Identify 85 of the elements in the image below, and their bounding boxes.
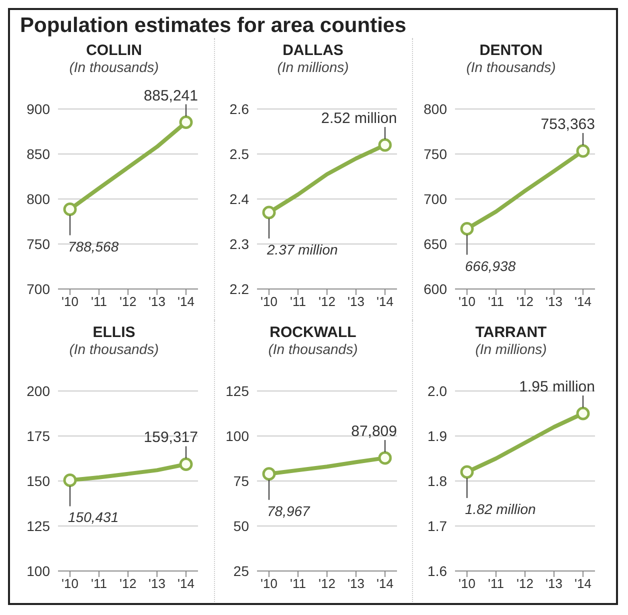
y-tick-label: 1.8	[428, 472, 448, 489]
chart-title: ELLIS	[92, 324, 136, 341]
x-tick-label: '11	[488, 294, 504, 310]
y-tick-label: 2.0	[428, 382, 448, 399]
x-tick-label: '13	[546, 294, 562, 310]
y-tick-label: 125	[26, 518, 50, 534]
annotation: 2.37 million	[266, 242, 338, 258]
y-tick-label: 650	[424, 236, 448, 252]
x-tick-label: '14	[574, 576, 592, 592]
annotation: 150,431	[68, 509, 119, 526]
x-tick-label: '11	[91, 576, 107, 592]
x-tick-label: '11	[488, 576, 504, 592]
y-tick-label: 125	[226, 382, 250, 399]
x-tick-label: '14	[178, 294, 194, 310]
y-tick-label: 2.2	[230, 280, 250, 297]
y-tick-label: 800	[26, 190, 50, 207]
y-tick-label: 700	[424, 190, 448, 207]
y-tick-label: 850	[26, 146, 50, 162]
y-tick-label: 2.4	[230, 190, 250, 207]
y-tick-label: 1.7	[428, 518, 448, 534]
chart-title: ROCKWALL	[268, 324, 358, 341]
annotation: 753,363	[540, 116, 595, 133]
x-tick-label: '10	[458, 576, 476, 592]
y-tick-label: 175	[26, 428, 50, 444]
x-tick-label: '13	[348, 576, 364, 592]
y-tick-label: 750	[26, 236, 50, 252]
y-tick-label: 50	[233, 518, 250, 534]
x-tick-label: '12	[516, 294, 534, 310]
y-tick-label: 1.6	[428, 562, 448, 579]
annotation: 885,241	[144, 87, 198, 104]
x-tick-label: '10	[62, 576, 78, 592]
y-tick-label: 1.9	[428, 428, 448, 444]
chart-title: DALLAS	[282, 42, 344, 59]
chart-title: DENTON	[478, 42, 544, 59]
y-tick-label: 100	[26, 562, 50, 579]
chart-subtitle: (In thousands)	[267, 341, 359, 357]
y-tick-label: 100	[226, 428, 250, 444]
x-tick-label: '13	[546, 576, 562, 592]
chart-subtitle: (In thousands)	[465, 59, 557, 75]
x-tick-label: '12	[318, 576, 336, 592]
x-tick-label: '14	[178, 576, 194, 592]
chart-subtitle: (In thousands)	[68, 59, 160, 75]
y-tick-label: 25	[233, 562, 250, 579]
annotation: 1.82 million	[465, 501, 536, 517]
y-tick-label: 200	[26, 382, 50, 399]
text: Population estimates for area counties	[20, 14, 408, 38]
x-tick-label: '13	[148, 576, 166, 592]
y-tick-label: 600	[424, 280, 448, 297]
x-tick-label: '10	[62, 294, 78, 310]
y-tick-label: 2.5	[230, 146, 250, 162]
annotation: 2.52 million	[321, 110, 397, 127]
y-tick-label: 2.6	[230, 100, 250, 117]
x-tick-label: '12	[120, 294, 136, 310]
x-tick-label: '13	[348, 294, 364, 310]
annotation: 159,317	[144, 429, 198, 446]
annotation: 666,938	[465, 258, 516, 274]
x-tick-label: '10	[260, 576, 278, 592]
y-tick-label: 800	[424, 100, 448, 117]
x-tick-label: '11	[91, 294, 107, 310]
x-tick-label: '12	[318, 294, 336, 310]
y-tick-label: 75	[233, 472, 250, 489]
y-tick-label: 2.3	[230, 236, 250, 252]
x-tick-label: '11	[290, 294, 306, 310]
x-tick-label: '10	[458, 294, 476, 310]
y-tick-label: 900	[26, 100, 50, 117]
x-tick-label: '13	[148, 294, 166, 310]
annotation: 1.95 million	[519, 378, 595, 396]
x-tick-label: '10	[260, 294, 278, 310]
chart-subtitle: (In thousands)	[68, 341, 160, 357]
x-tick-label: '14	[376, 576, 394, 592]
annotation: 788,568	[68, 238, 119, 254]
y-tick-label: 700	[26, 280, 50, 297]
chart-title: COLLIN	[85, 42, 143, 59]
chart-subtitle: (In millions)	[474, 341, 548, 357]
chart-title: TARRANT	[474, 324, 548, 341]
x-tick-label: '14	[574, 294, 592, 310]
x-tick-label: '12	[516, 576, 534, 592]
chart-subtitle: (In millions)	[276, 59, 350, 75]
y-tick-label: 150	[26, 472, 50, 489]
x-tick-label: '12	[120, 576, 136, 592]
x-tick-label: '11	[290, 576, 306, 592]
x-tick-label: '14	[376, 294, 394, 310]
annotation: 87,809	[351, 422, 397, 440]
y-tick-label: 750	[424, 146, 448, 162]
annotation: 78,967	[267, 502, 312, 519]
